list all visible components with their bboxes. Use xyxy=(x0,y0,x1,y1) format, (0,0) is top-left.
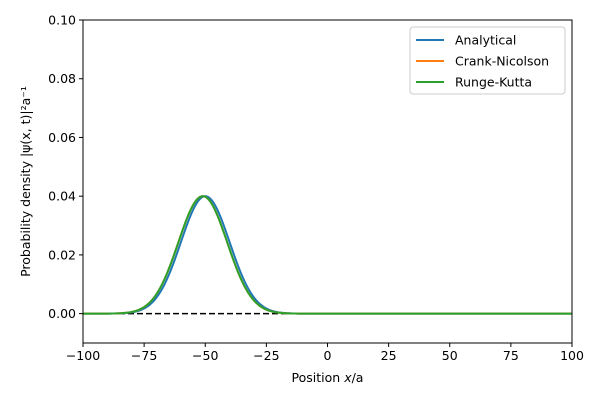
legend: Analytical Crank-Nicolson Runge-Kutta xyxy=(409,26,566,95)
x-tick-label: 25 xyxy=(381,348,397,363)
plot-area xyxy=(83,195,572,315)
x-axis-label: Position x/a xyxy=(292,370,364,385)
y-tick-label: 0.04 xyxy=(48,189,76,204)
y-axis-label: Probability density |ψ(x, t)|²a⁻¹ xyxy=(18,86,33,277)
x-tick-label: −25 xyxy=(253,348,279,363)
series-lines xyxy=(83,195,572,315)
x-axis: −100 −75 −50 −25 0 25 50 75 100 xyxy=(66,343,584,363)
y-tick-label: 0.08 xyxy=(48,71,76,86)
x-tick-label: −75 xyxy=(131,348,157,363)
y-tick-label: 0.06 xyxy=(48,130,76,145)
x-tick-label: −100 xyxy=(66,348,100,363)
series-line-runge-kutta xyxy=(83,195,572,315)
legend-label: Crank-Nicolson xyxy=(455,54,549,69)
y-tick-label: 0.00 xyxy=(48,306,76,321)
x-tick-label: −50 xyxy=(192,348,218,363)
x-tick-label: 100 xyxy=(560,348,584,363)
legend-box xyxy=(409,26,566,95)
x-tick-label: 0 xyxy=(324,348,332,363)
y-axis: 0.00 0.02 0.04 0.06 0.08 0.10 xyxy=(48,13,83,321)
y-tick-label: 0.02 xyxy=(48,247,76,262)
legend-label: Analytical xyxy=(455,33,516,48)
y-tick-label: 0.10 xyxy=(48,13,76,28)
x-tick-label: 75 xyxy=(503,348,519,363)
x-tick-label: 50 xyxy=(442,348,458,363)
legend-label: Runge-Kutta xyxy=(455,75,532,90)
